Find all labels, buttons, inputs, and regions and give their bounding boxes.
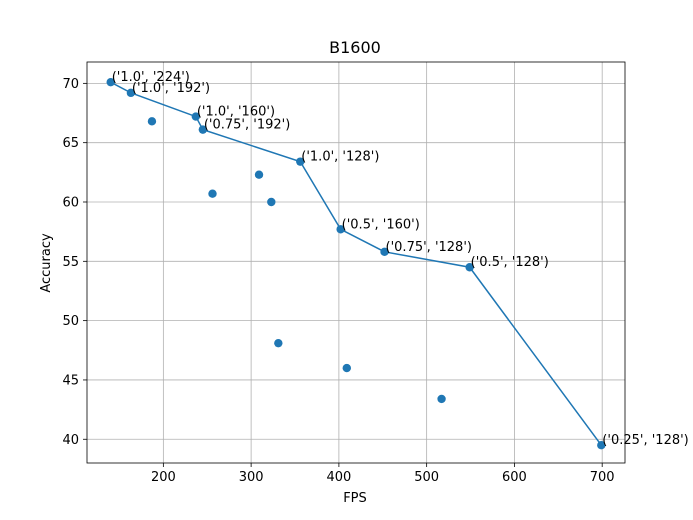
point-annotations: ('1.0', '224')('1.0', '192') ('1.0', '160… (112, 70, 689, 448)
point-annotation: ('0.75', '192') (204, 118, 290, 133)
y-tick-label: 50 (62, 314, 79, 329)
point-annotation: ('0.5', '160') (342, 217, 420, 232)
point-annotation: ('1.0', '224') (112, 70, 190, 85)
y-tick-label: 60 (62, 195, 79, 210)
point-annotation: ('0.25', '128') (602, 433, 688, 448)
y-axis-label: Accuracy (39, 233, 54, 293)
point-annotation: ('1.0', '128') (301, 150, 379, 165)
scatter-point (126, 88, 136, 98)
x-tick-label: 500 (414, 470, 439, 485)
scatter-point (465, 263, 474, 272)
ticks: 200 300 400 500 600 700 40 45 50 55 60 65 70 (62, 77, 614, 485)
chart-title: B1600 (329, 38, 381, 57)
point-annotation: ('0.75', '128') (386, 240, 472, 255)
y-tick-label: 40 (62, 433, 79, 448)
x-tick-label: 300 (239, 470, 264, 485)
scatter-point (380, 247, 389, 257)
scatter-point (597, 441, 606, 450)
y-tick-label: 55 (62, 255, 79, 270)
scatter-point (106, 77, 115, 87)
scatter-point (191, 112, 201, 121)
plot-frame (86, 61, 626, 464)
point-annotation: ('0.5', '128') (471, 255, 549, 270)
x-tick-label: 600 (502, 470, 527, 485)
y-tick-label: 45 (62, 373, 79, 388)
scatter-point (296, 157, 305, 166)
point-annotation: ('1.0', '160') (197, 105, 275, 120)
scatter-point (208, 189, 217, 198)
point-annotation: ('1.0', '192') (132, 81, 210, 96)
scatter-point (267, 197, 276, 207)
scatter-point (254, 170, 264, 179)
scatter-series (106, 77, 606, 450)
scatter-point (437, 394, 446, 404)
scatter-point (147, 117, 157, 126)
grid (87, 62, 625, 463)
scatter-point (274, 338, 283, 348)
x-tick-label: 700 (590, 470, 615, 485)
scatter-point (198, 125, 208, 134)
scatter-point (336, 225, 345, 234)
axes (86, 61, 626, 464)
x-tick-label: 400 (326, 470, 351, 485)
y-tick-label: 70 (62, 77, 79, 92)
scatter-point (342, 363, 351, 373)
y-tick-label: 65 (62, 136, 79, 151)
x-tick-label: 200 (151, 470, 176, 485)
x-axis-label: FPS (343, 491, 367, 506)
